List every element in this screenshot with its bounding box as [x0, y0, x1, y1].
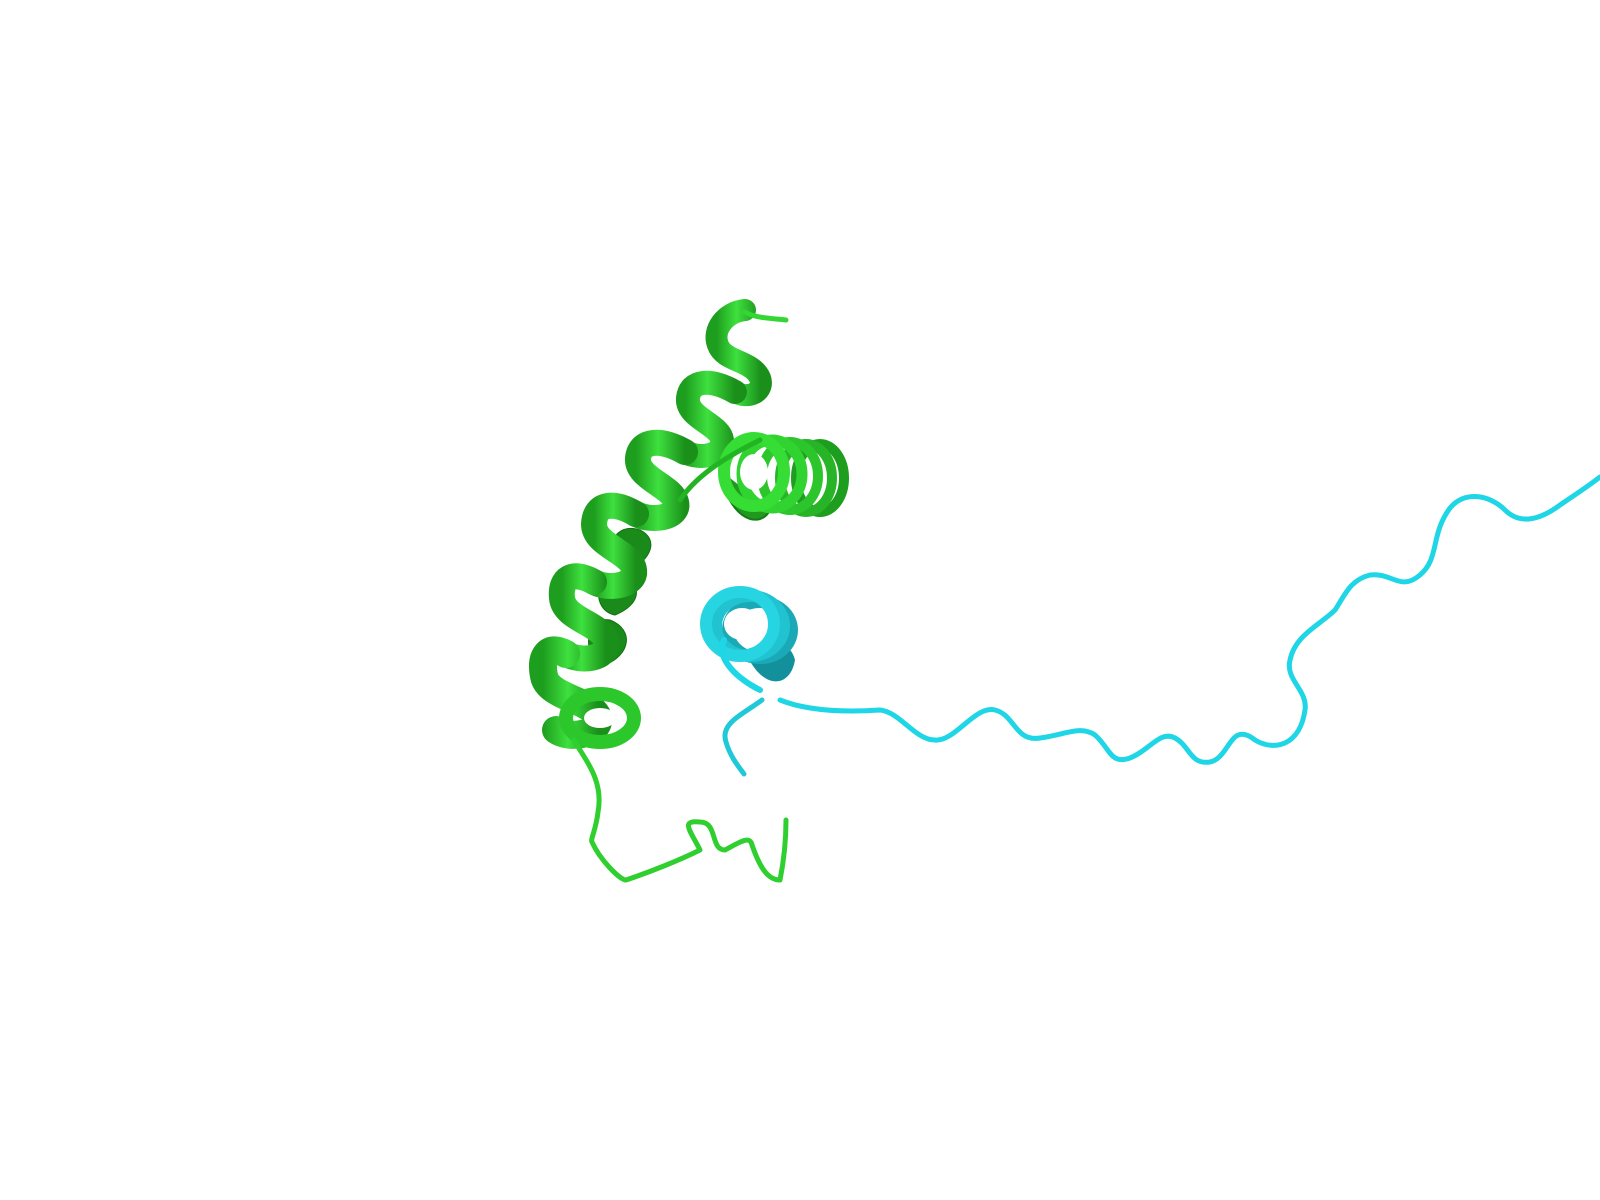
cyan-axial-helix [700, 586, 798, 693]
cyan-n-term-coil [722, 697, 765, 777]
green-long-helix [529, 299, 772, 749]
green-loop-connector [677, 437, 763, 503]
helix-turn [623, 429, 698, 531]
chain-cyan [700, 474, 1600, 777]
green-top-coil [742, 309, 789, 323]
green-bottom-coil [571, 737, 789, 883]
helix-turn [580, 492, 649, 599]
green-axial-helix [718, 432, 849, 521]
cyan-c-term-coil [777, 474, 1600, 765]
helix-turn [705, 299, 772, 407]
helix-turn [548, 563, 619, 672]
chain-green [529, 299, 849, 883]
helix-turn [673, 370, 747, 468]
helix-end-ring [559, 687, 641, 749]
